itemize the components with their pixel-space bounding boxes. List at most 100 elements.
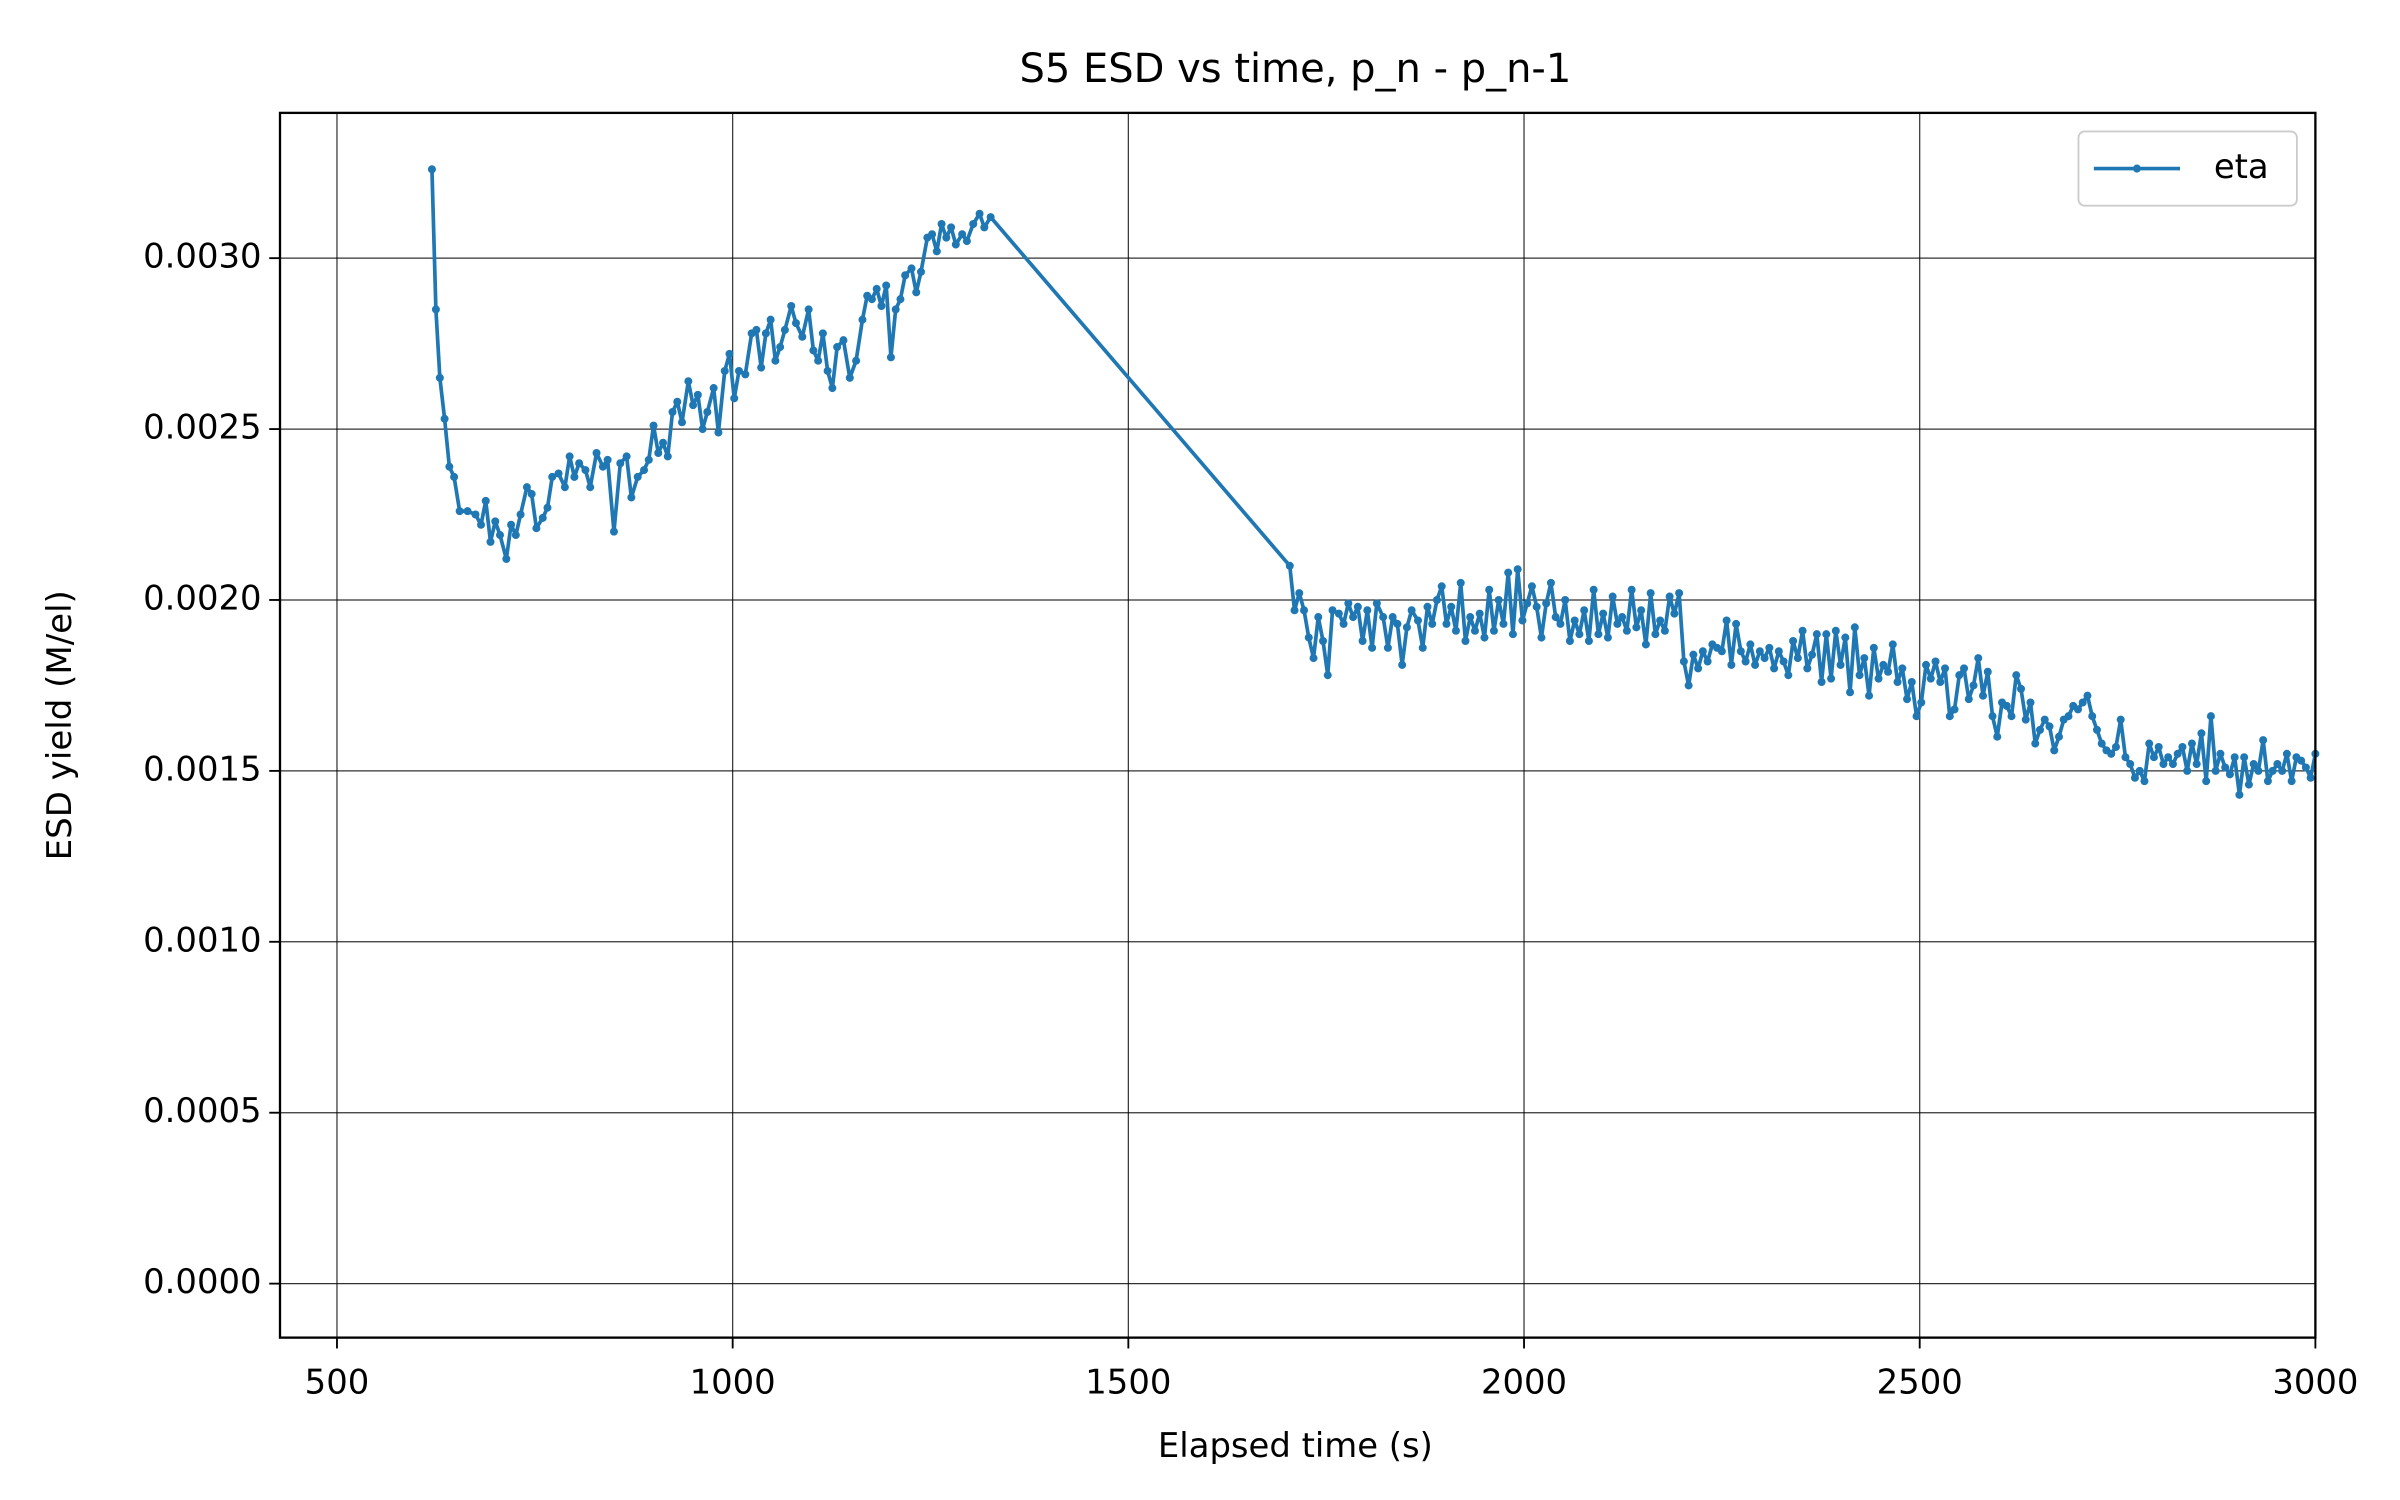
data-point [1665,592,1674,601]
data-point [1770,664,1779,673]
data-point [1931,657,1940,666]
data-point [684,377,693,386]
data-point [2211,766,2220,775]
data-point [2268,766,2277,775]
data-point [845,373,854,382]
data-point [2092,725,2101,734]
data-point [2301,763,2310,772]
data-point [2002,701,2011,710]
y-axis-label: ESD yield (M/el) [41,590,80,860]
x-tick-label: 500 [305,1363,370,1402]
y-tick-label: 0.0020 [143,579,261,618]
data-point [1746,640,1755,649]
data-point [481,496,490,505]
data-point [1736,647,1745,656]
data-point [1974,654,1983,663]
data-point [2159,760,2168,769]
data-point [1393,619,1402,628]
data-point [435,373,444,382]
data-point [2026,698,2035,707]
data-point [1960,664,1969,673]
data-point [1290,606,1299,615]
data-point [659,438,668,447]
data-point [1565,636,1574,646]
data-point [1827,674,1836,683]
data-point [1551,613,1560,622]
data-point [1907,677,1916,687]
data-point [502,554,511,563]
x-tick-label: 2500 [1877,1363,1963,1402]
data-point [2287,777,2296,786]
data-point [752,325,761,334]
data-point [511,531,520,540]
data-point [962,237,971,246]
data-point [1755,647,1764,656]
data-point [640,466,649,475]
data-point [1717,647,1726,656]
data-point [867,295,876,304]
data-point [1432,595,1441,605]
data-point [1855,671,1864,680]
data-point [2116,715,2125,724]
data-point [1494,595,1503,605]
data-point [644,455,653,464]
data-point [1622,626,1631,635]
data-point [2031,739,2040,748]
data-point [1689,650,1698,659]
data-point [1309,654,1318,663]
data-point [1339,619,1348,628]
data-point [1437,582,1446,591]
data-point [1328,606,1337,615]
data-point [1660,626,1669,635]
data-point [2021,715,2030,724]
data-point [1388,613,1397,622]
data-point [2263,777,2272,786]
data-point [2297,756,2306,765]
data-point [901,271,910,280]
y-tick-label: 0.0025 [143,409,261,448]
data-point [543,503,552,512]
data-point [730,394,739,403]
data-point [1603,633,1612,642]
data-point [2121,753,2130,762]
data-point [1793,654,1802,663]
data-point [1532,602,1541,611]
data-point [2145,739,2154,748]
data-point [570,472,579,481]
data-point [1295,589,1304,598]
data-point [917,267,926,276]
data-point [798,332,807,341]
data-point [986,213,995,222]
data-point [1546,578,1555,587]
data-point [463,507,472,516]
data-point [1922,660,1931,669]
data-point [693,390,702,399]
data-point [2107,749,2116,758]
data-point [1898,664,1907,673]
data-point [1561,595,1570,605]
data-point [2040,715,2049,724]
data-point [958,230,967,239]
data-point [1632,623,1641,632]
data-point [603,455,612,464]
data-point [2278,766,2287,775]
data-point [1428,619,1437,628]
data-point [928,230,937,239]
data-point [858,315,867,324]
data-point [877,301,886,311]
data-point [1912,712,1921,721]
data-point [2078,698,2087,707]
data-point [592,448,601,458]
data-point [1353,602,1362,611]
data-point [2154,742,2163,751]
data-point [2178,742,2187,751]
data-point [598,462,607,471]
data-point [1383,643,1392,652]
x-tick-label: 3000 [2272,1363,2358,1402]
data-point [1518,616,1527,625]
data-point [1527,582,1536,591]
data-point [1447,602,1456,611]
data-point [2088,712,2097,721]
data-point [761,329,770,338]
data-point [1945,712,1954,721]
